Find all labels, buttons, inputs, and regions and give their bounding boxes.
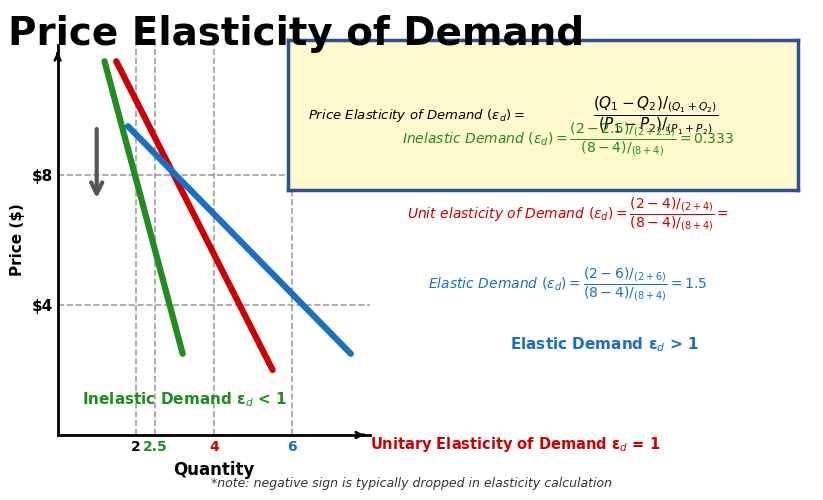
Text: $\dfrac{(Q_1 - Q_2)/_{(Q_1+Q_2)}}{(P_1 - P_2)/_{(P_1+P_2)}}$: $\dfrac{(Q_1 - Q_2)/_{(Q_1+Q_2)}}{(P_1 -…: [593, 94, 718, 136]
Text: $\mathit{Elastic\ Demand\ }(\varepsilon_d) = \dfrac{(2-6)/_{(2+6)}}{(8-4)/_{(8+4: $\mathit{Elastic\ Demand\ }(\varepsilon_…: [428, 266, 708, 304]
Text: $\mathit{Inelastic\ Demand\ }(\varepsilon_d) = \dfrac{(2-2.5)/_{(2+2.5)}}{(8-4)/: $\mathit{Inelastic\ Demand\ }(\varepsilo…: [402, 121, 734, 159]
Text: *note: negative sign is typically dropped in elasticity calculation: *note: negative sign is typically droppe…: [211, 477, 612, 490]
Text: $\mathit{Unit\ elasticity\ of\ Demand\ }(\varepsilon_d) = \dfrac{(2-4)/_{(2+4)}}: $\mathit{Unit\ elasticity\ of\ Demand\ }…: [407, 196, 729, 234]
X-axis label: Quantity: Quantity: [174, 461, 254, 479]
Text: Unitary Elasticity of Demand $\mathbf{\varepsilon}$$_d$ = 1: Unitary Elasticity of Demand $\mathbf{\v…: [370, 436, 661, 454]
Text: Inelastic Demand $\mathbf{\varepsilon}$$_d$ < 1: Inelastic Demand $\mathbf{\varepsilon}$$…: [82, 390, 288, 409]
Text: Price Elasticity of Demand: Price Elasticity of Demand: [8, 15, 584, 53]
Y-axis label: Price ($): Price ($): [10, 204, 25, 277]
Text: Elastic Demand $\mathbf{\varepsilon}$$_d$ > 1: Elastic Demand $\mathbf{\varepsilon}$$_d…: [510, 336, 700, 354]
Text: $\mathit{Price\ Elasticity\ of\ Demand\ }(\varepsilon_d) = $: $\mathit{Price\ Elasticity\ of\ Demand\ …: [309, 106, 525, 124]
